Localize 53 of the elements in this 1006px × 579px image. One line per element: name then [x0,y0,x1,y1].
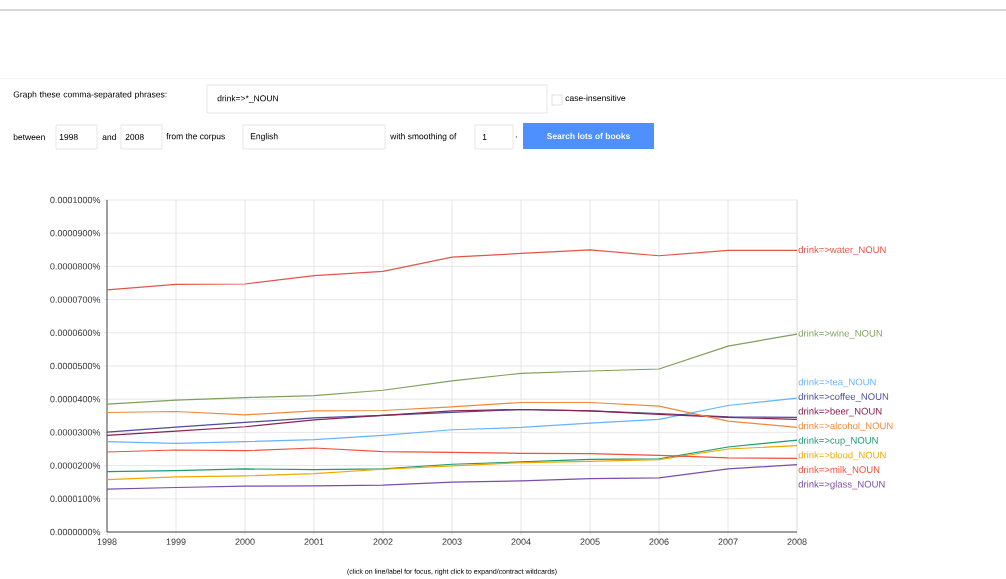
x-tick-label: 2001 [304,538,324,545]
x-tick-label: 2003 [442,538,462,545]
y-tick-label: 0.0000200% [50,462,101,469]
x-tick-label: 2004 [511,538,531,545]
series-label: drink=>blood_NOUN [798,451,886,461]
x-tick-label: 2006 [649,538,669,545]
line-series [106,447,798,459]
text: case-insensitive [565,94,626,102]
line-series [106,401,798,429]
line-series [106,397,798,444]
text: between [13,133,45,141]
text: Graph these comma-separated phrases: [13,91,167,100]
line-series [106,249,798,291]
y-tick-label: 0.0000100% [50,495,101,502]
y-tick-label: 0.0000000% [50,528,101,536]
series-label: drink=>cup_NOUN [798,436,878,446]
y-tick-label: 0.0000600% [50,329,101,336]
series-label: drink=>alcohol_NOUN [798,422,893,431]
line-series [106,333,798,405]
line-series [106,464,798,490]
text: English [250,133,278,141]
series-label: drink=>beer_NOUN [798,407,882,417]
text: Search lots of books [546,132,630,140]
x-tick-label: 1999 [166,538,186,545]
text: drink=>*_NOUN [217,95,278,103]
y-tick-label: 0.0000700% [50,296,101,303]
x-tick-label: 2007 [718,538,738,545]
text: with smoothing of [390,133,457,141]
line-series [106,439,798,473]
text: 1998 [59,133,78,140]
y-tick-label: 0.0001000% [50,196,101,204]
series-label: drink=>coffee_NOUN [798,392,889,402]
series-label: drink=>tea_NOUN [798,378,876,388]
text: and [102,133,116,141]
y-tick-label: 0.0000400% [50,396,101,403]
x-tick-label: 1998 [97,538,117,545]
y-tick-label: 0.0000800% [50,263,101,270]
series-label: drink=>water_NOUN [798,246,886,255]
series-label: drink=>glass_NOUN [798,480,885,490]
line-series [106,445,798,481]
x-tick-label: 2000 [235,538,255,545]
series-label: drink=>wine_NOUN [798,329,882,339]
y-tick-label: 0.0000300% [50,429,101,436]
text: from the corpus [166,133,225,141]
x-tick-label: 2005 [580,538,600,545]
text: 1 [482,134,487,140]
y-tick-label: 0.0000900% [50,230,101,237]
x-tick-label: 2008 [787,538,807,545]
series-label: drink=>milk_NOUN [798,466,880,475]
text: 2008 [125,133,144,140]
y-tick-label: 0.0000500% [50,362,101,370]
text: . [515,136,517,138]
x-tick-label: 2002 [373,538,393,545]
